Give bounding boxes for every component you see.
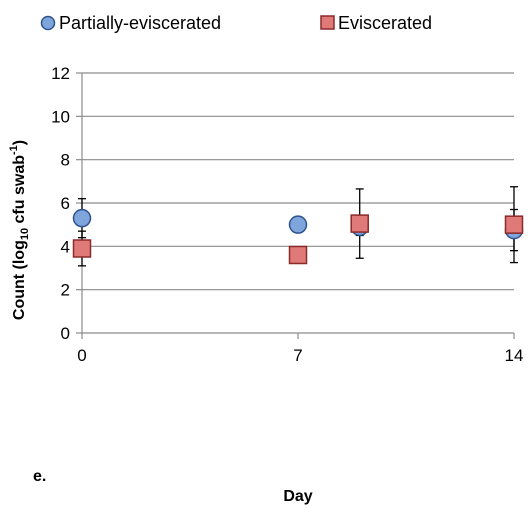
- point-partially-eviscerated-1: [288, 215, 308, 234]
- legend-label-eviscerated: Eviscerated: [338, 13, 432, 33]
- legend-marker-eviscerated: [320, 15, 335, 30]
- x-tick-label-0: 0: [77, 346, 86, 365]
- x-axis-title: Day: [283, 488, 312, 505]
- y-tick-label-10: 10: [51, 107, 70, 126]
- x-tick-label-14: 14: [505, 346, 524, 365]
- gridlines: [82, 72, 514, 291]
- legend: Partially-eviscerated Eviscerated: [40, 13, 432, 33]
- point-eviscerated-1: [288, 245, 308, 265]
- y-tick-label-12: 12: [51, 64, 70, 83]
- y-tick-label-6: 6: [61, 194, 70, 213]
- y-tick-label-8: 8: [61, 151, 70, 170]
- point-partially-eviscerated-0: [72, 208, 92, 228]
- y-tick-label-2: 2: [61, 281, 70, 300]
- y-tick-label-4: 4: [61, 237, 70, 256]
- panel-label: e.: [33, 468, 46, 485]
- x-tick-label-7: 7: [293, 346, 302, 365]
- point-eviscerated-3: [504, 215, 524, 234]
- point-eviscerated-2: [350, 214, 369, 233]
- legend-marker-partially-eviscerated: [40, 15, 56, 31]
- axes: [76, 72, 515, 339]
- y-tick-label-0: 0: [61, 324, 70, 343]
- data-markers: [72, 208, 524, 265]
- y-axis-title: Count (log10 cfu swab-1): [8, 140, 31, 320]
- point-eviscerated-0: [72, 239, 92, 258]
- legend-label-partially-eviscerated: Partially-eviscerated: [59, 13, 221, 33]
- tick-labels: 0 2 4 6 8 10 12 0 7 14: [51, 64, 523, 365]
